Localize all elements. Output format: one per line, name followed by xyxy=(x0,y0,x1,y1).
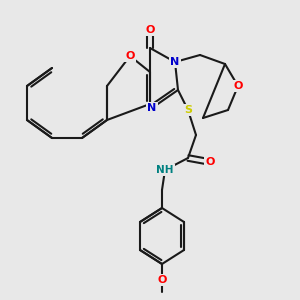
Text: O: O xyxy=(157,275,167,285)
Text: O: O xyxy=(205,157,215,167)
Text: O: O xyxy=(125,51,135,61)
Text: S: S xyxy=(184,105,192,115)
Text: N: N xyxy=(170,57,180,67)
Text: O: O xyxy=(233,81,243,91)
Text: N: N xyxy=(147,103,157,113)
Text: NH: NH xyxy=(156,165,174,175)
Text: O: O xyxy=(145,25,155,35)
